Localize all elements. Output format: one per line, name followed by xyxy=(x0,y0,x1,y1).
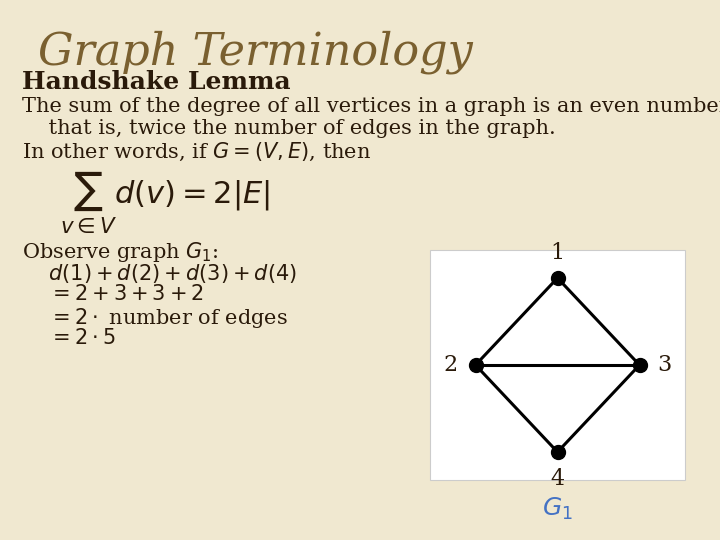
Text: $= 2 \cdot 5$: $= 2 \cdot 5$ xyxy=(22,328,116,348)
Text: 4: 4 xyxy=(550,468,564,490)
Text: $d(1) + d(2) + d(3) + d(4)$: $d(1) + d(2) + d(3) + d(4)$ xyxy=(22,262,297,285)
Text: Observe graph $G_1$:: Observe graph $G_1$: xyxy=(22,240,218,264)
Text: 1: 1 xyxy=(550,242,564,264)
Text: 3: 3 xyxy=(657,354,672,376)
Text: Graph Terminology: Graph Terminology xyxy=(38,30,473,73)
Text: The sum of the degree of all vertices in a graph is an even number;: The sum of the degree of all vertices in… xyxy=(22,97,720,116)
Bar xyxy=(430,250,685,480)
Text: $= 2 \cdot$ number of edges: $= 2 \cdot$ number of edges xyxy=(22,306,288,330)
Text: $G_1$: $G_1$ xyxy=(542,496,573,522)
Text: Handshake Lemma: Handshake Lemma xyxy=(22,70,291,94)
Text: $= 2 + 3 + 3 + 2$: $= 2 + 3 + 3 + 2$ xyxy=(22,284,204,304)
Text: that is, twice the number of edges in the graph.: that is, twice the number of edges in th… xyxy=(22,119,556,138)
Text: 2: 2 xyxy=(444,354,457,376)
Text: $\sum_{v \in V} d(v) = 2|E|$: $\sum_{v \in V} d(v) = 2|E|$ xyxy=(60,170,270,236)
Text: In other words, if $G = (V, E)$, then: In other words, if $G = (V, E)$, then xyxy=(22,141,371,163)
